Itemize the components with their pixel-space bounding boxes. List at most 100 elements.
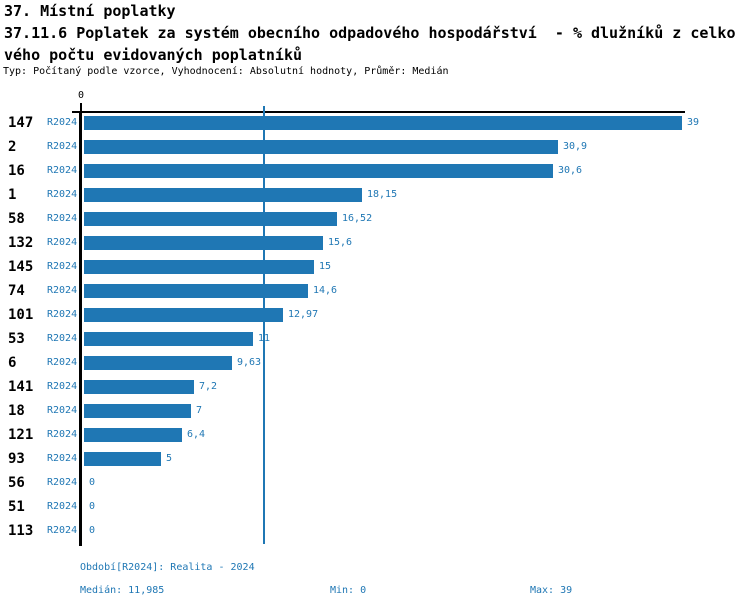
row-category-label: 145 xyxy=(8,259,34,275)
bar-value-label: 6,4 xyxy=(187,429,206,440)
bar-value-label: 14,6 xyxy=(313,285,338,296)
row-category-label: 141 xyxy=(8,379,34,395)
chart-row: 121 R2024 6,4 xyxy=(0,428,750,442)
row-period-label: R2024 xyxy=(47,357,78,368)
chart-row: 145 R2024 15 xyxy=(0,260,750,274)
row-category-label: 1 xyxy=(8,187,17,203)
chart-row: 113 R2024 0 xyxy=(0,524,750,538)
chart-row: 58 R2024 16,52 xyxy=(0,212,750,226)
value-bar xyxy=(84,356,232,370)
bar-value-label: 0 xyxy=(89,501,96,512)
value-bar xyxy=(84,404,191,418)
chart-row: 56 R2024 0 xyxy=(0,476,750,490)
row-category-label: 74 xyxy=(8,283,25,299)
bar-value-label: 18,15 xyxy=(367,189,398,200)
bar-value-label: 30,6 xyxy=(558,165,583,176)
row-period-label: R2024 xyxy=(47,405,78,416)
value-bar xyxy=(84,260,314,274)
value-bar xyxy=(84,236,323,250)
bar-value-label: 7 xyxy=(196,405,203,416)
footer-min-label: Min: 0 xyxy=(330,585,367,596)
bar-value-label: 30,9 xyxy=(563,141,588,152)
chart-row: 18 R2024 7 xyxy=(0,404,750,418)
row-period-label: R2024 xyxy=(47,117,78,128)
value-bar xyxy=(84,164,553,178)
y-axis-line xyxy=(79,111,82,546)
row-category-label: 53 xyxy=(8,331,25,347)
bar-value-label: 39 xyxy=(687,117,700,128)
chart-subtitle-line2: vého počtu evidovaných poplatníků xyxy=(4,46,303,64)
row-category-label: 58 xyxy=(8,211,25,227)
value-bar xyxy=(84,140,558,154)
value-bar xyxy=(84,428,182,442)
bar-value-label: 15,6 xyxy=(328,237,353,248)
bar-value-label: 0 xyxy=(89,525,96,536)
row-period-label: R2024 xyxy=(47,189,78,200)
chart-row: 51 R2024 0 xyxy=(0,500,750,514)
chart-row: 147 R2024 39 xyxy=(0,116,750,130)
bar-value-label: 7,2 xyxy=(199,381,218,392)
row-period-label: R2024 xyxy=(47,333,78,344)
row-category-label: 113 xyxy=(8,523,34,539)
row-category-label: 51 xyxy=(8,499,25,515)
chart-row: 16 R2024 30,6 xyxy=(0,164,750,178)
row-period-label: R2024 xyxy=(47,141,78,152)
value-bar xyxy=(84,332,253,346)
chart-row: 1 R2024 18,15 xyxy=(0,188,750,202)
bar-value-label: 15 xyxy=(319,261,332,272)
row-period-label: R2024 xyxy=(47,237,78,248)
row-category-label: 56 xyxy=(8,475,25,491)
row-period-label: R2024 xyxy=(47,213,78,224)
row-period-label: R2024 xyxy=(47,429,78,440)
chart-row: 53 R2024 11 xyxy=(0,332,750,346)
bar-value-label: 0 xyxy=(89,477,96,488)
row-period-label: R2024 xyxy=(47,285,78,296)
chart-row: 141 R2024 7,2 xyxy=(0,380,750,394)
value-bar xyxy=(84,188,362,202)
value-bar xyxy=(84,452,161,466)
bar-value-label: 9,63 xyxy=(237,357,262,368)
bar-value-label: 5 xyxy=(166,453,173,464)
median-gridline xyxy=(263,106,265,544)
footer-period-label: Období[R2024]: Realita - 2024 xyxy=(80,562,255,573)
chart-row: 93 R2024 5 xyxy=(0,452,750,466)
chart-row: 101 R2024 12,97 xyxy=(0,308,750,322)
row-category-label: 6 xyxy=(8,355,17,371)
row-category-label: 121 xyxy=(8,427,34,443)
value-bar xyxy=(84,380,194,394)
bar-value-label: 16,52 xyxy=(342,213,373,224)
chart-row: 2 R2024 30,9 xyxy=(0,140,750,154)
row-category-label: 93 xyxy=(8,451,25,467)
chart-row: 74 R2024 14,6 xyxy=(0,284,750,298)
chart-row: 132 R2024 15,6 xyxy=(0,236,750,250)
x-axis-line xyxy=(72,111,685,113)
chart-row: 6 R2024 9,63 xyxy=(0,356,750,370)
row-category-label: 16 xyxy=(8,163,25,179)
row-period-label: R2024 xyxy=(47,309,78,320)
footer-median-label: Medián: 11,985 xyxy=(80,585,165,596)
x-axis-tick-label-zero: 0 xyxy=(77,90,85,101)
bar-value-label: 11 xyxy=(258,333,271,344)
row-period-label: R2024 xyxy=(47,501,78,512)
row-period-label: R2024 xyxy=(47,525,78,536)
value-bar xyxy=(84,212,337,226)
value-bar xyxy=(84,116,682,130)
value-bar xyxy=(84,284,308,298)
row-period-label: R2024 xyxy=(47,453,78,464)
row-period-label: R2024 xyxy=(47,381,78,392)
row-category-label: 101 xyxy=(8,307,34,323)
row-period-label: R2024 xyxy=(47,261,78,272)
row-period-label: R2024 xyxy=(47,165,78,176)
row-category-label: 147 xyxy=(8,115,34,131)
x-axis-tick-mark xyxy=(80,103,82,113)
footer-max-label: Max: 39 xyxy=(530,585,573,596)
bar-value-label: 12,97 xyxy=(288,309,319,320)
row-period-label: R2024 xyxy=(47,477,78,488)
row-category-label: 18 xyxy=(8,403,25,419)
chart-subtitle-line1: 37.11.6 Poplatek za systém obecního odpa… xyxy=(4,24,736,42)
row-category-label: 132 xyxy=(8,235,34,251)
chart-meta-info: Typ: Počítaný podle vzorce, Vyhodnocení:… xyxy=(3,66,449,77)
row-category-label: 2 xyxy=(8,139,17,155)
page-title: 37. Místní poplatky xyxy=(4,2,176,20)
